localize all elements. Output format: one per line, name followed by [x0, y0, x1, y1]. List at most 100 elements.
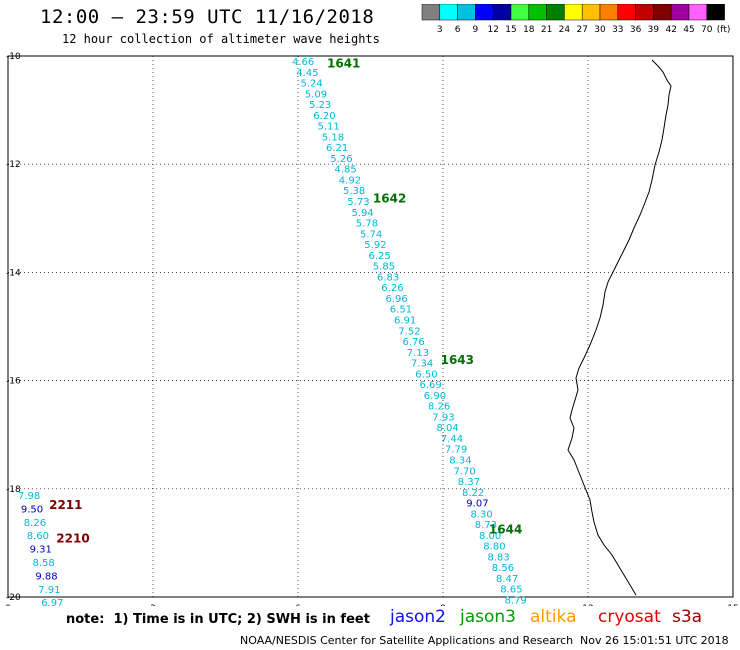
wave-height-value: 9.07	[466, 499, 488, 510]
wave-height-value: 5.09	[305, 89, 327, 100]
wave-height-value: 4.66	[292, 57, 314, 68]
wave-height-value: 7.52	[398, 326, 420, 337]
mission-s3a: s3a	[672, 607, 703, 627]
lat-tick-label: -14	[6, 268, 21, 278]
wave-height-value: 7.79	[445, 445, 467, 456]
wave-height-value: 4.85	[335, 165, 357, 176]
page-subtitle: 12 hour collection of altimeter wave hei…	[62, 32, 380, 46]
wave-height-map: 03691215-10-12-14-16-18-20 4.664.455.245…	[5, 52, 739, 606]
lat-tick-label: -12	[6, 160, 21, 170]
wave-height-value: 6.50	[415, 369, 437, 380]
wave-height-value: 8.58	[33, 558, 55, 569]
wave-height-value: 5.85	[373, 262, 395, 273]
units-note: note: 1) Time is in UTC; 2) SWH is in fe…	[66, 612, 370, 627]
wave-height-value: 8.47	[496, 574, 518, 585]
wave-height-value: 8.80	[483, 542, 505, 553]
pass-number-label: 1643	[441, 353, 474, 367]
pass-number-label: 1644	[489, 522, 522, 536]
wave-height-value: 8.26	[428, 402, 450, 413]
wave-height-value: 6.83	[377, 272, 399, 283]
color-scale-label: 24	[559, 25, 571, 35]
wave-height-value: 5.26	[330, 154, 352, 165]
wave-height-value: 8.04	[437, 423, 459, 434]
wave-height-value: 6.91	[394, 316, 416, 327]
color-scale-label: 42	[665, 25, 676, 35]
pass-number-label: 1641	[327, 57, 360, 71]
wave-height-value: 6.20	[313, 111, 335, 122]
wave-height-value: 5.92	[364, 240, 386, 251]
wave-height-value: 6.90	[424, 391, 446, 402]
lat-tick-label: -20	[6, 593, 21, 603]
wave-height-value: 9.88	[35, 571, 57, 582]
pass-number-label: 2210	[56, 532, 89, 546]
color-scale-label: 6	[455, 25, 461, 35]
color-scale-swatch	[706, 4, 725, 21]
color-scale-label: 45	[683, 25, 694, 35]
lon-tick-label: 6	[295, 604, 301, 606]
wave-height-value: 8.00	[479, 531, 501, 542]
wave-height-value: 7.13	[407, 348, 429, 359]
color-scale-label: 18	[523, 25, 535, 35]
wave-height-value: 5.11	[318, 122, 340, 133]
lon-tick-label: 3	[150, 604, 156, 606]
color-scale-label: 9	[473, 25, 479, 35]
wave-height-value: 4.45	[296, 68, 318, 79]
wave-height-value: 5.38	[343, 186, 365, 197]
color-scale-unit: (ft)	[717, 25, 731, 35]
altimeter-tracks: 4.664.455.245.095.236.205.115.186.215.26…	[18, 57, 527, 606]
wave-height-value: 6.76	[403, 337, 425, 348]
lat-tick-label: -16	[6, 377, 21, 387]
mission-cryosat: cryosat	[598, 607, 661, 627]
wave-height-value: 6.96	[386, 294, 408, 305]
wave-height-value: 4.92	[339, 176, 361, 187]
color-scale-label: 70	[701, 25, 713, 35]
mission-jason3: jason3	[460, 607, 516, 627]
wave-height-value: 5.18	[322, 132, 344, 143]
color-scale-label: 30	[594, 25, 606, 35]
lat-lon-grid: 0 3 6 9 12 15 -10 -12 -14 -16 -18 -20	[5, 52, 739, 606]
footer-timestamp: Nov 26 15:01:51 UTC 2018	[580, 634, 729, 647]
page-title: 12:00 — 23:59 UTC 11/16/2018	[40, 6, 375, 28]
lon-tick-label: 15	[727, 604, 738, 606]
wave-height-value: 8.73	[475, 520, 497, 531]
lon-tick-label: 0	[5, 604, 11, 606]
color-scale-label: 21	[541, 25, 552, 35]
map-frame	[7, 55, 734, 598]
wave-height-value: 5.23	[309, 100, 331, 111]
wave-height-value: 5.73	[347, 197, 369, 208]
wave-height-value: 6.97	[41, 598, 63, 606]
mission-jason2: jason2	[390, 607, 446, 627]
coastline	[567, 59, 672, 596]
wave-height-value: 7.34	[411, 359, 433, 370]
wave-height-value: 7.93	[432, 412, 454, 423]
wave-height-value: 8.22	[462, 488, 484, 499]
footer-center: NOAA/NESDIS Center for Satellite Applica…	[240, 634, 574, 647]
wave-height-value: 8.79	[505, 596, 527, 607]
lon-tick-label: 12	[582, 604, 593, 606]
wave-height-value: 8.60	[27, 531, 49, 542]
wave-height-value: 5.78	[356, 219, 378, 230]
wave-height-value: 8.34	[449, 456, 471, 467]
wave-height-value: 6.69	[420, 380, 442, 391]
wave-height-value: 5.24	[301, 79, 323, 90]
color-scale-legend: 3 6 9 12 15 18 21 24 27 30 33 36 39 42 45 70 (ft)	[421, 4, 731, 35]
color-scale-label: 36	[630, 25, 642, 35]
wave-height-value: 7.70	[454, 466, 476, 477]
wave-height-value: 6.26	[381, 283, 403, 294]
wave-height-value: 9.31	[30, 545, 52, 556]
pass-number-label: 1642	[373, 192, 406, 206]
wave-height-value: 8.26	[24, 518, 46, 529]
color-scale-label: 27	[576, 25, 587, 35]
wave-height-value: 8.56	[492, 563, 514, 574]
wave-height-value: 7.91	[38, 585, 60, 596]
color-scale-label: 39	[648, 25, 660, 35]
wave-height-value: 5.94	[352, 208, 374, 219]
color-scale-label: 12	[487, 25, 498, 35]
lat-tick-label: -18	[6, 485, 21, 495]
mission-altika: altika	[530, 607, 577, 627]
wave-height-value: 5.74	[360, 229, 382, 240]
wave-height-value: 7.44	[441, 434, 463, 445]
pass-number-labels: 1641 1642 1643 1644 2211 2210	[49, 57, 522, 546]
wave-height-value: 8.30	[471, 509, 493, 520]
